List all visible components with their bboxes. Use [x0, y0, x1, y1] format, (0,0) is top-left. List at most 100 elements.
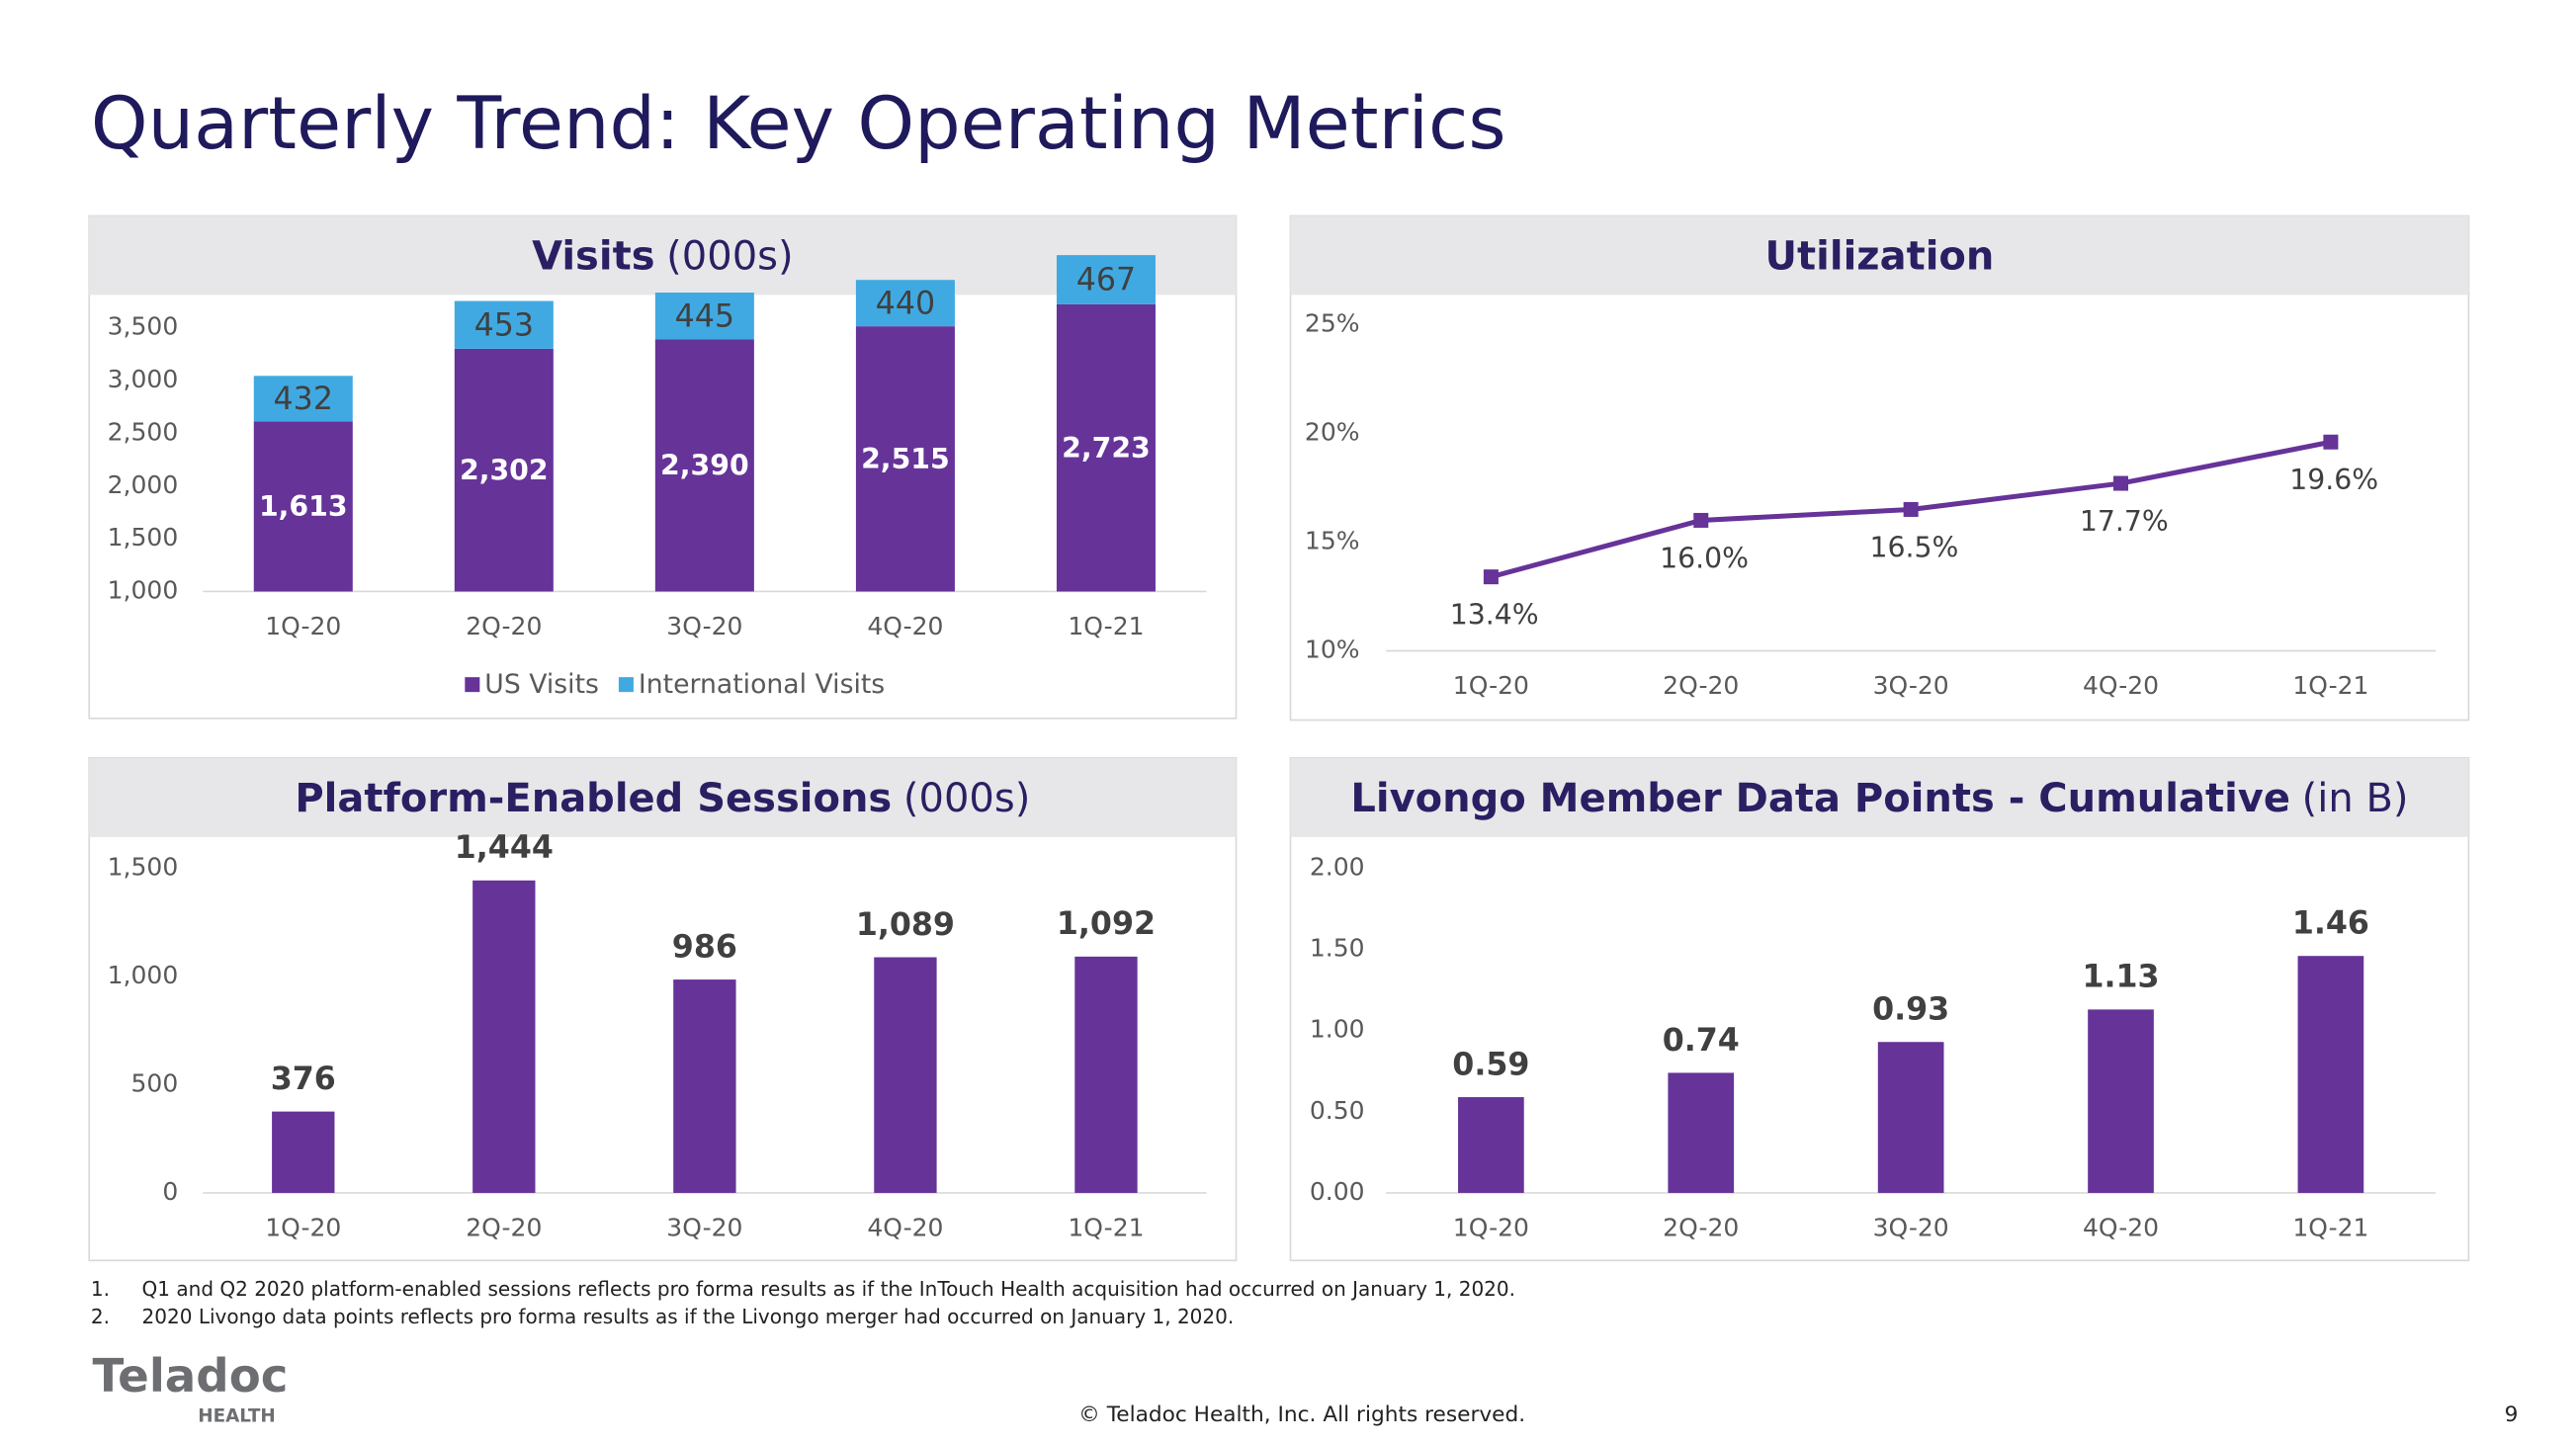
bar-segment	[654, 293, 754, 340]
bar	[1458, 1097, 1524, 1193]
x-tick-label: 1Q-20	[1453, 1214, 1529, 1242]
data-label: 986	[672, 929, 737, 965]
data-label: 445	[675, 298, 734, 334]
data-label: 17.7%	[2080, 505, 2169, 538]
x-tick-label: 3Q-20	[666, 1214, 742, 1242]
y-tick-label: 1,500	[108, 523, 179, 552]
bar	[1668, 1072, 1735, 1193]
chart-subtitle: (000s)	[903, 776, 1030, 821]
x-tick-label: 1Q-21	[2292, 1214, 2368, 1242]
x-tick-label: 1Q-21	[1068, 1214, 1144, 1242]
x-tick-label: 4Q-20	[2083, 671, 2159, 700]
x-tick-label: 1Q-21	[2292, 671, 2368, 700]
bar-segment	[1056, 303, 1156, 592]
data-label: 1,444	[455, 830, 554, 866]
legend-swatch	[618, 677, 634, 693]
marker	[1483, 569, 1499, 585]
x-tick-label: 3Q-20	[1873, 671, 1949, 700]
bar	[1877, 1042, 1944, 1193]
bar-segment	[454, 300, 554, 349]
x-tick-label: 2Q-20	[1663, 1214, 1739, 1242]
data-label: 1,613	[259, 490, 348, 523]
bar	[1074, 956, 1138, 1193]
y-tick-label: 1,000	[108, 575, 179, 604]
y-tick-label: 15%	[1305, 526, 1360, 554]
data-label: 2,515	[861, 443, 950, 475]
bar-segment	[253, 376, 353, 422]
footnote-number: 1.	[91, 1277, 110, 1301]
bar-segment	[855, 326, 955, 592]
data-label: 376	[271, 1062, 336, 1097]
data-label: 467	[1076, 263, 1136, 298]
x-tick-label: 4Q-20	[867, 612, 943, 640]
data-label: 1.46	[2292, 906, 2369, 942]
data-label: 13.4%	[1450, 599, 1539, 632]
bar-segment	[1056, 255, 1156, 304]
y-tick-label: 1,000	[108, 961, 179, 989]
legend-swatch	[465, 677, 480, 693]
y-tick-label: 3,000	[108, 365, 179, 393]
bar	[2297, 956, 2364, 1193]
x-tick-label: 1Q-20	[265, 612, 341, 640]
chart-title-main: Visits	[532, 234, 654, 280]
data-label: 19.6%	[2289, 464, 2378, 496]
data-label: 0.93	[1872, 992, 1949, 1028]
data-label: 432	[274, 382, 333, 417]
y-tick-label: 0	[162, 1177, 178, 1206]
x-tick-label: 2Q-20	[1663, 671, 1739, 700]
data-label: 1,092	[1057, 906, 1156, 942]
y-tick-label: 25%	[1305, 308, 1360, 337]
y-tick-label: 500	[131, 1068, 179, 1097]
data-label: 2,390	[660, 450, 749, 482]
bar	[472, 880, 536, 1193]
data-label: 16.0%	[1660, 542, 1749, 574]
marker	[2323, 434, 2339, 450]
panel-header	[89, 757, 1237, 837]
bar-segment	[855, 280, 955, 327]
data-label: 453	[474, 307, 534, 343]
x-tick-label: 1Q-20	[1453, 671, 1529, 700]
panel-header	[89, 215, 1237, 296]
chart-title: Livongo Member Data Points - Cumulative (…	[1350, 776, 2408, 821]
x-tick-label: 4Q-20	[867, 1214, 943, 1242]
panel	[1289, 214, 2470, 722]
x-tick-label: 3Q-20	[666, 612, 742, 640]
y-tick-label: 3,500	[108, 312, 179, 341]
chart-title: Visits (000s)	[532, 234, 793, 280]
bar-segment	[454, 348, 554, 592]
chart-title-main: Livongo Member Data Points - Cumulative	[1350, 776, 2290, 821]
footnote-number: 2.	[91, 1305, 110, 1328]
y-tick-label: 1.50	[1310, 934, 1365, 963]
legend-label: International Visits	[639, 669, 885, 700]
data-label: 2,723	[1062, 432, 1151, 465]
x-tick-label: 1Q-21	[1068, 612, 1144, 640]
footnote: Q1 and Q2 2020 platform-enabled sessions…	[142, 1277, 1515, 1301]
chart-title: Utilization	[1765, 234, 1995, 280]
chart-title: Platform-Enabled Sessions (000s)	[295, 776, 1030, 821]
bar-segment	[654, 339, 754, 592]
marker	[1903, 501, 1919, 517]
data-label: 1,089	[856, 907, 955, 943]
y-tick-label: 2,500	[108, 417, 179, 446]
panel-header	[1290, 757, 2469, 837]
data-label: 0.74	[1663, 1023, 1740, 1059]
x-tick-label: 3Q-20	[1873, 1214, 1949, 1242]
y-tick-label: 1.00	[1310, 1015, 1365, 1044]
logo-name: Teladoc	[93, 1350, 289, 1403]
bar	[2088, 1009, 2154, 1193]
chart-subtitle: (in B)	[2302, 776, 2409, 821]
y-tick-label: 20%	[1305, 417, 1360, 446]
y-tick-label: 10%	[1305, 635, 1360, 663]
x-tick-label: 1Q-20	[265, 1214, 341, 1242]
copyright: © Teladoc Health, Inc. All rights reserv…	[1078, 1402, 1525, 1427]
bar	[272, 1111, 335, 1193]
x-tick-label: 2Q-20	[466, 1214, 542, 1242]
marker	[2113, 475, 2129, 491]
bar	[874, 957, 937, 1193]
y-tick-label: 0.50	[1310, 1096, 1365, 1125]
page-number: 9	[2505, 1402, 2519, 1427]
chart-title-main: Platform-Enabled Sessions	[295, 776, 892, 821]
data-label: 0.59	[1452, 1047, 1529, 1082]
y-tick-label: 2,000	[108, 470, 179, 499]
